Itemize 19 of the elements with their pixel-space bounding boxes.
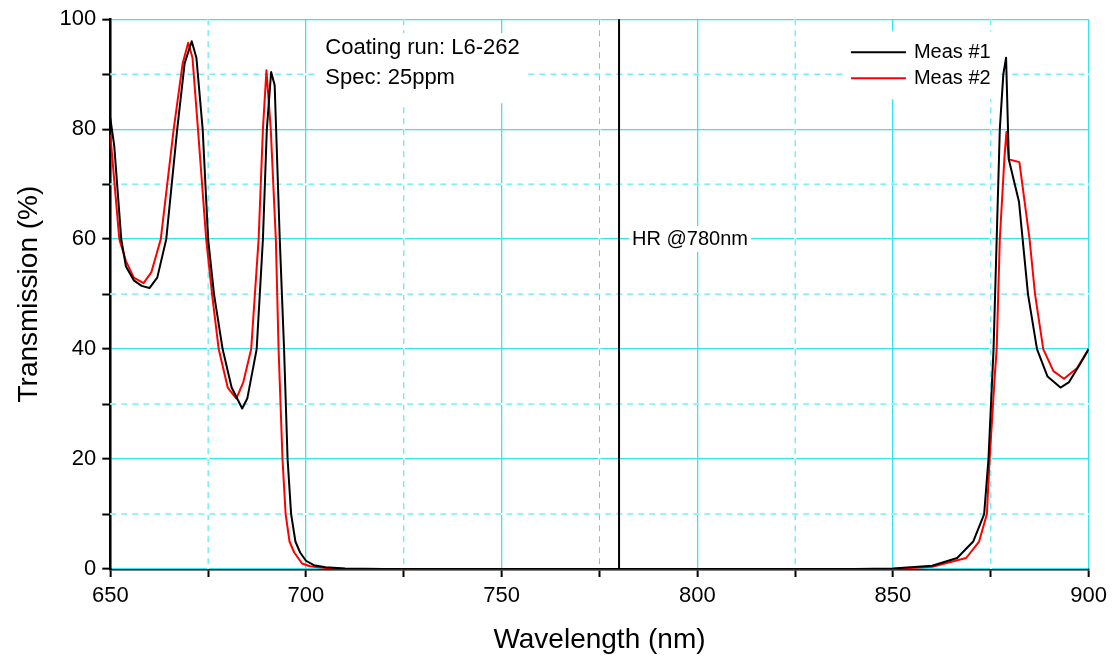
y-tick-label: 60 [71, 225, 97, 251]
x-axis-title: Wavelength (nm) [493, 622, 706, 654]
x-tick-label: 650 [91, 582, 129, 608]
ref-line-label: HR @780nm [632, 226, 748, 249]
x-tick-label: 750 [483, 582, 520, 608]
x-tick-label: 800 [678, 582, 716, 608]
x-tick-label: 900 [1070, 582, 1108, 608]
x-tick-label: 850 [874, 582, 912, 608]
annotation: Coating run: L6-262 [325, 34, 520, 60]
annotation: Spec: 25ppm [325, 64, 455, 90]
legend-label: Meas #1 [913, 39, 991, 62]
y-tick-label: 40 [71, 335, 97, 361]
y-axis-title: Transmission (%) [11, 185, 43, 403]
x-tick-label: 700 [287, 582, 325, 608]
y-tick-label: 100 [59, 5, 97, 31]
y-tick-label: 0 [84, 555, 97, 581]
y-tick-label: 20 [71, 445, 97, 471]
legend-label: Meas #2 [913, 65, 991, 88]
y-tick-label: 80 [71, 115, 97, 141]
